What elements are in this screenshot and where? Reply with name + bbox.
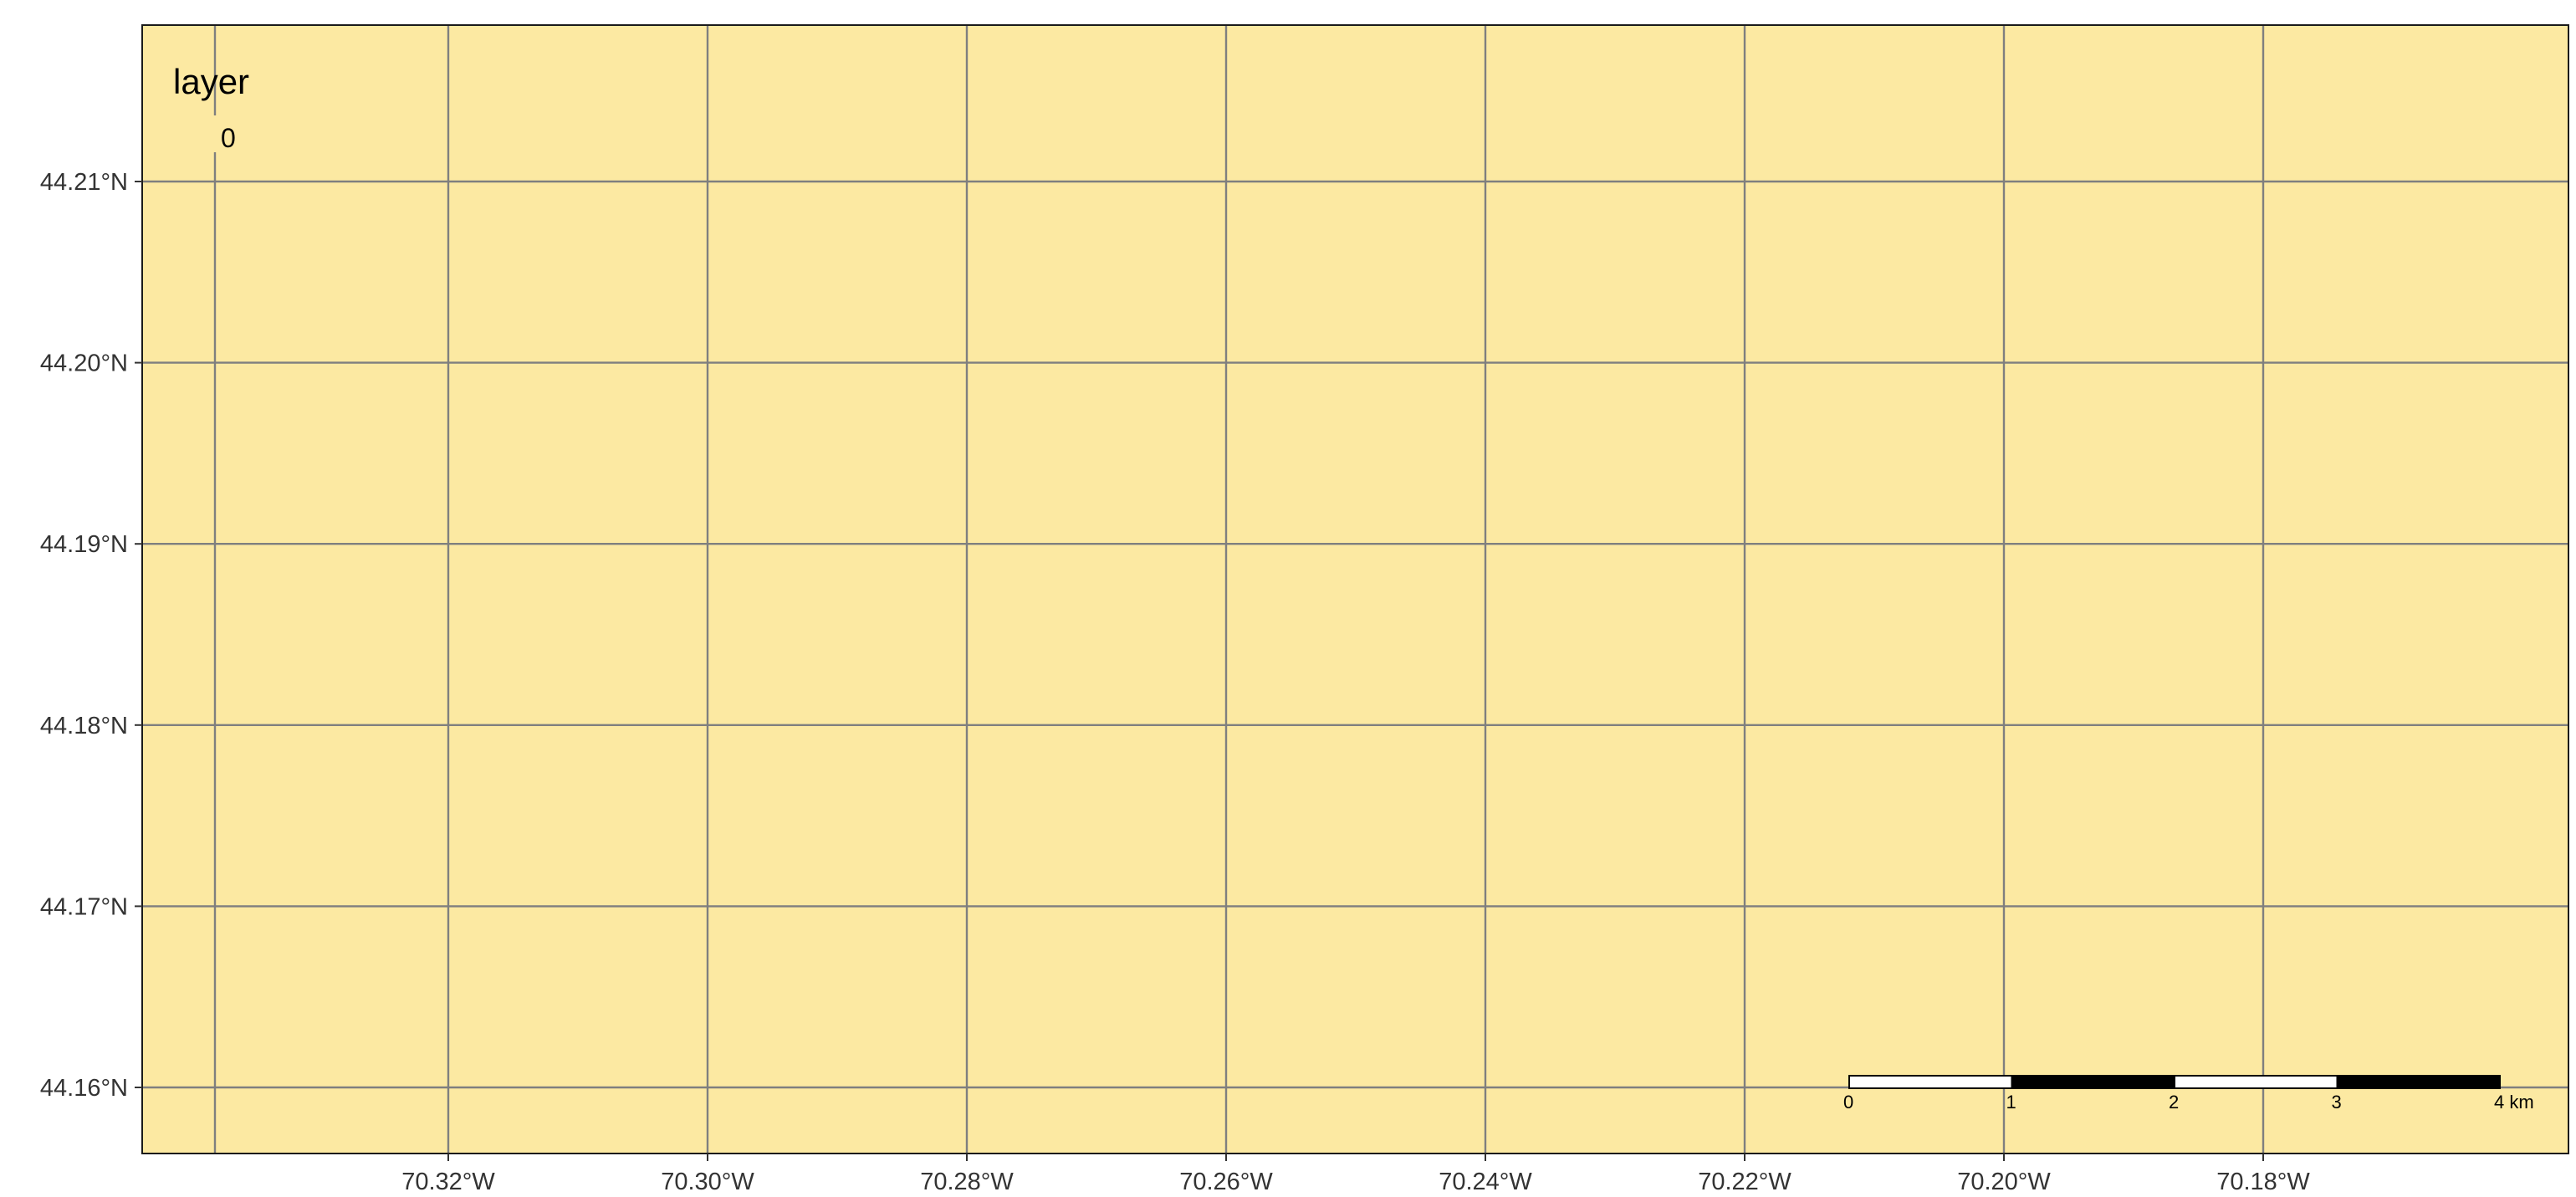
legend-key: [212, 115, 218, 152]
scale-bar-label: 0: [1843, 1092, 1853, 1113]
lon-tick-label: 70.18°W: [2216, 1169, 2310, 1195]
longitude-axis: 70.32°W 70.30°W 70.28°W 70.26°W 70.24°W 70.22…: [401, 1154, 2310, 1195]
lat-tick-label: 44.17°N: [40, 893, 128, 920]
scale-bar-label: 1: [2006, 1092, 2016, 1113]
legend-title: layer: [173, 62, 249, 101]
scale-bar-segment: [2174, 1075, 2338, 1089]
legend: layer 0: [173, 62, 249, 153]
lon-tick-label: 70.22°W: [1698, 1169, 1791, 1195]
scale-bar: 0 1 2 3 4 km: [1843, 1075, 2534, 1113]
lon-tick-label: 70.20°W: [1957, 1169, 2051, 1195]
scale-bar-label: 3: [2332, 1092, 2342, 1113]
lat-tick-label: 44.18°N: [40, 713, 128, 739]
lon-tick-label: 70.26°W: [1179, 1169, 1273, 1195]
scale-bar-segment: [1848, 1075, 2013, 1089]
graticule: [142, 25, 2568, 1154]
scale-bar-label: 4 km: [2494, 1092, 2534, 1113]
lat-tick-label: 44.19°N: [40, 531, 128, 558]
lon-tick-label: 70.28°W: [920, 1169, 1014, 1195]
map-panel-border: [141, 24, 2569, 1154]
latitude-axis: 44.21°N 44.20°N 44.19°N 44.18°N 44.17°N 44.16…: [40, 169, 142, 1102]
scale-bar-segment: [2011, 1075, 2175, 1089]
lon-tick-label: 70.24°W: [1439, 1169, 1532, 1195]
lon-tick-label: 70.30°W: [661, 1169, 754, 1195]
lat-tick-label: 44.16°N: [40, 1075, 128, 1102]
legend-label: 0: [221, 123, 236, 153]
scale-bar-label: 2: [2169, 1092, 2179, 1113]
scale-bar-segment: [2336, 1075, 2501, 1089]
map-panel-background: [142, 25, 2568, 1154]
lon-tick-label: 70.32°W: [401, 1169, 495, 1195]
lat-tick-label: 44.20°N: [40, 350, 128, 377]
lat-tick-label: 44.21°N: [40, 169, 128, 196]
